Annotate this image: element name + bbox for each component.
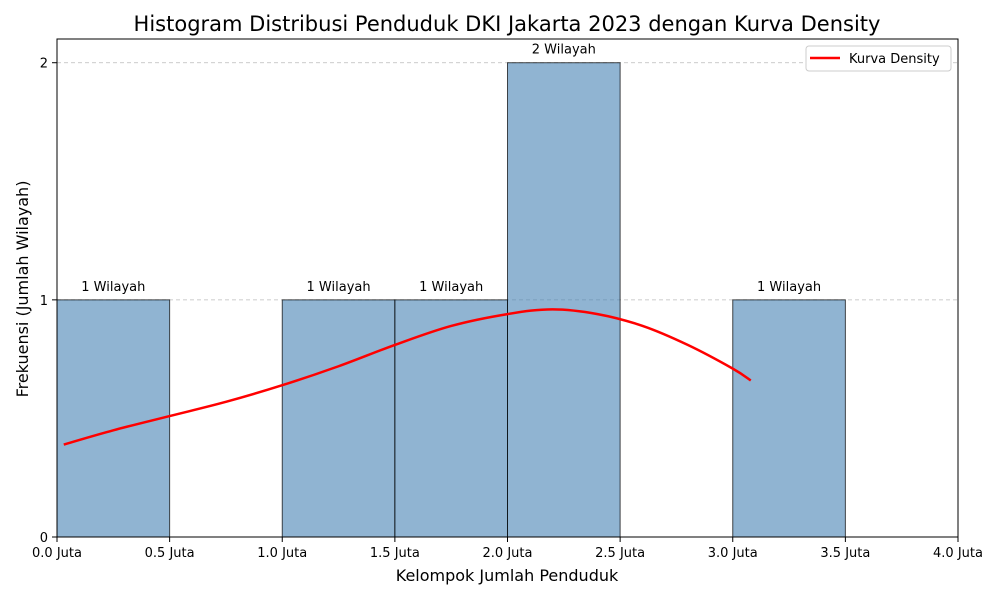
x-tick-label: 3.0 Juta xyxy=(708,546,758,561)
y-axis-label: Frekuensi (Jumlah Wilayah) xyxy=(13,181,32,398)
x-tick-label: 3.5 Juta xyxy=(820,546,870,561)
x-tick-label: 1.5 Juta xyxy=(370,546,420,561)
legend-density-label: Kurva Density xyxy=(849,52,940,67)
x-tick-label: 0.0 Juta xyxy=(32,546,82,561)
x-tick-label: 4.0 Juta xyxy=(933,546,983,561)
density-curve-line xyxy=(63,308,752,446)
x-tick-label: 2.5 Juta xyxy=(595,546,645,561)
histogram-bar-4 xyxy=(507,62,621,538)
bar-value-label-2: 1 Wilayah xyxy=(307,280,371,295)
y-tick-label: 0 xyxy=(40,531,48,546)
chart-title: Histogram Distribusi Penduduk DKI Jakart… xyxy=(134,12,881,36)
histogram-bar-1 xyxy=(56,299,171,538)
legend-box xyxy=(805,45,952,72)
histogram-bar-2 xyxy=(281,299,396,538)
y-tick-label: 1 xyxy=(40,294,48,309)
histogram-bar-3 xyxy=(394,299,508,538)
y-tick-label: 2 xyxy=(40,57,48,72)
bar-value-label-5: 1 Wilayah xyxy=(757,280,821,295)
curve-layer xyxy=(63,308,752,446)
x-tick-label: 1.0 Juta xyxy=(257,546,307,561)
axis-layer: 0.0 Juta 0.5 Juta 1.0 Juta 1.5 Juta 2.0 Juta… xyxy=(32,38,983,561)
legend: Kurva Density xyxy=(805,45,952,72)
bar-layer xyxy=(56,62,846,538)
histogram-bar-5 xyxy=(732,299,846,538)
bar-value-label-4: 2 Wilayah xyxy=(532,43,596,58)
label-layer: 1 Wilayah 1 Wilayah 1 Wilayah 2 Wilayah 1 Wi… xyxy=(81,43,821,295)
x-tick-label: 0.5 Juta xyxy=(145,546,195,561)
bar-value-label-1: 1 Wilayah xyxy=(81,280,145,295)
bar-value-label-3: 1 Wilayah xyxy=(419,280,483,295)
x-axis-label: Kelompok Jumlah Penduduk xyxy=(396,566,619,585)
x-tick-label: 2.0 Juta xyxy=(483,546,533,561)
